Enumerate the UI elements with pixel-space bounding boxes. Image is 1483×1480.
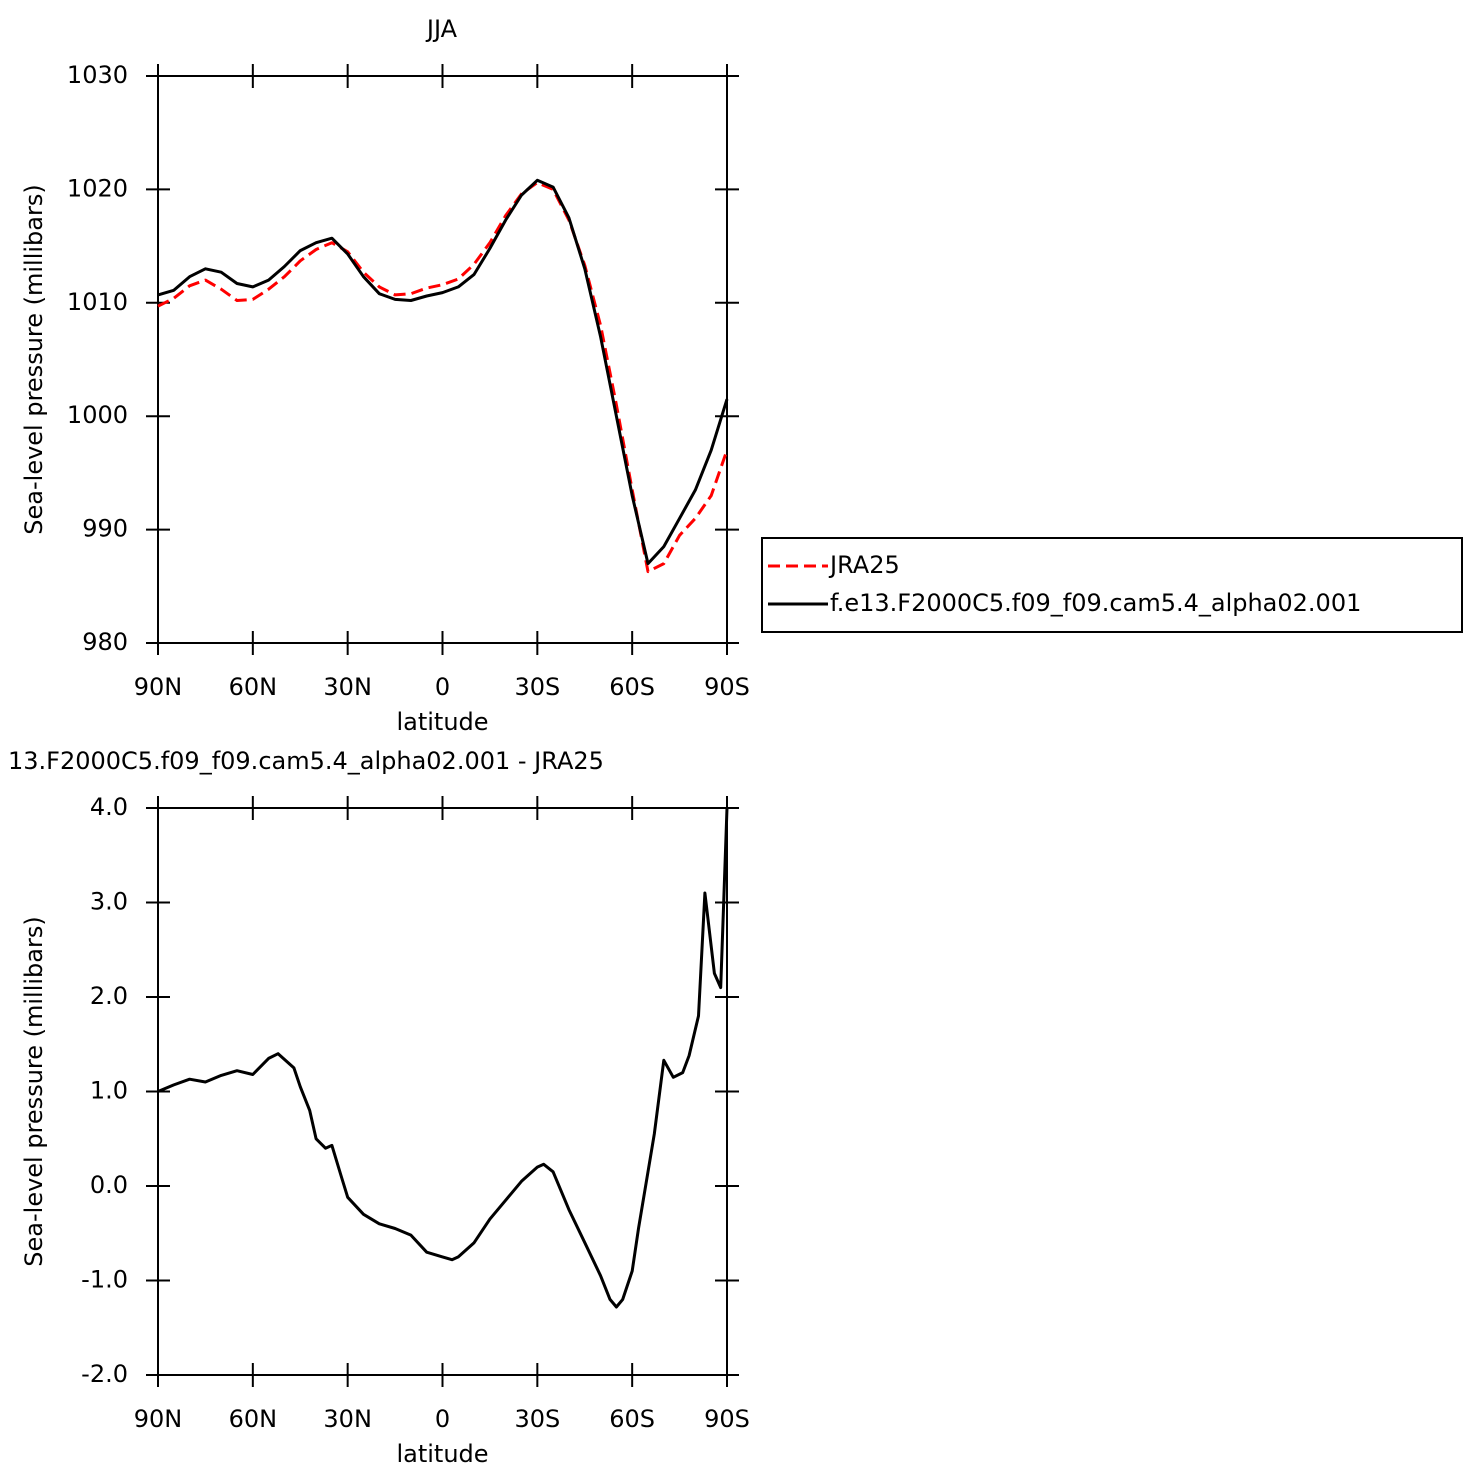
plot-frame	[157, 75, 728, 644]
x-tick-label: 0	[435, 1405, 450, 1433]
panel: 13.F2000C5.f09_f09.cam5.4_alpha02.001 - …	[8, 747, 750, 1468]
x-axis-label: latitude	[396, 708, 488, 736]
x-tick-label: 30S	[514, 1405, 560, 1433]
x-tick-label: 90S	[704, 673, 750, 701]
y-tick-label: -1.0	[81, 1266, 128, 1294]
legend-box	[761, 537, 1463, 633]
x-tick-label: 0	[435, 673, 450, 701]
y-axis-label: Sea-level pressure (millibars)	[20, 916, 48, 1266]
data-line	[157, 807, 729, 1309]
chart-title: 13.F2000C5.f09_f09.cam5.4_alpha02.001 - …	[8, 747, 604, 775]
x-tick-label: 60N	[229, 1405, 278, 1433]
y-tick-label: 3.0	[90, 888, 128, 916]
data-line	[157, 178, 729, 566]
legend-label: JRA25	[828, 551, 900, 579]
x-tick-label: 30N	[323, 673, 372, 701]
x-tick-label: 60S	[609, 673, 655, 701]
y-tick-label: 1000	[67, 401, 128, 429]
x-tick-label: 30S	[514, 673, 560, 701]
y-tick-label: 1010	[67, 288, 128, 316]
y-tick-label: 2.0	[90, 982, 128, 1010]
x-tick-label: 90S	[704, 1405, 750, 1433]
x-tick-label: 30N	[323, 1405, 372, 1433]
data-line	[157, 181, 729, 574]
y-axis-label: Sea-level pressure (millibars)	[20, 184, 48, 534]
legend-label: f.e13.F2000C5.f09_f09.cam5.4_alpha02.001	[830, 589, 1361, 617]
chart-title: JJA	[425, 15, 458, 43]
x-tick-label: 60S	[609, 1405, 655, 1433]
x-axis-label: latitude	[396, 1440, 488, 1468]
plot-frame	[157, 807, 728, 1376]
y-tick-label: -2.0	[81, 1360, 128, 1388]
x-tick-label: 90N	[134, 673, 183, 701]
panel: JJA 980 990 1000 1010 1020 1030 90N 60N 30N 0 30S 60…	[20, 15, 1463, 736]
y-tick-label: 1020	[67, 174, 128, 202]
y-tick-label: 980	[82, 628, 128, 656]
x-tick-label: 60N	[229, 673, 278, 701]
y-tick-label: 0.0	[90, 1171, 128, 1199]
x-tick-label: 90N	[134, 1405, 183, 1433]
y-tick-label: 1030	[67, 61, 128, 89]
y-tick-label: 990	[82, 515, 128, 543]
y-tick-label: 4.0	[90, 793, 128, 821]
y-tick-label: 1.0	[90, 1077, 128, 1105]
